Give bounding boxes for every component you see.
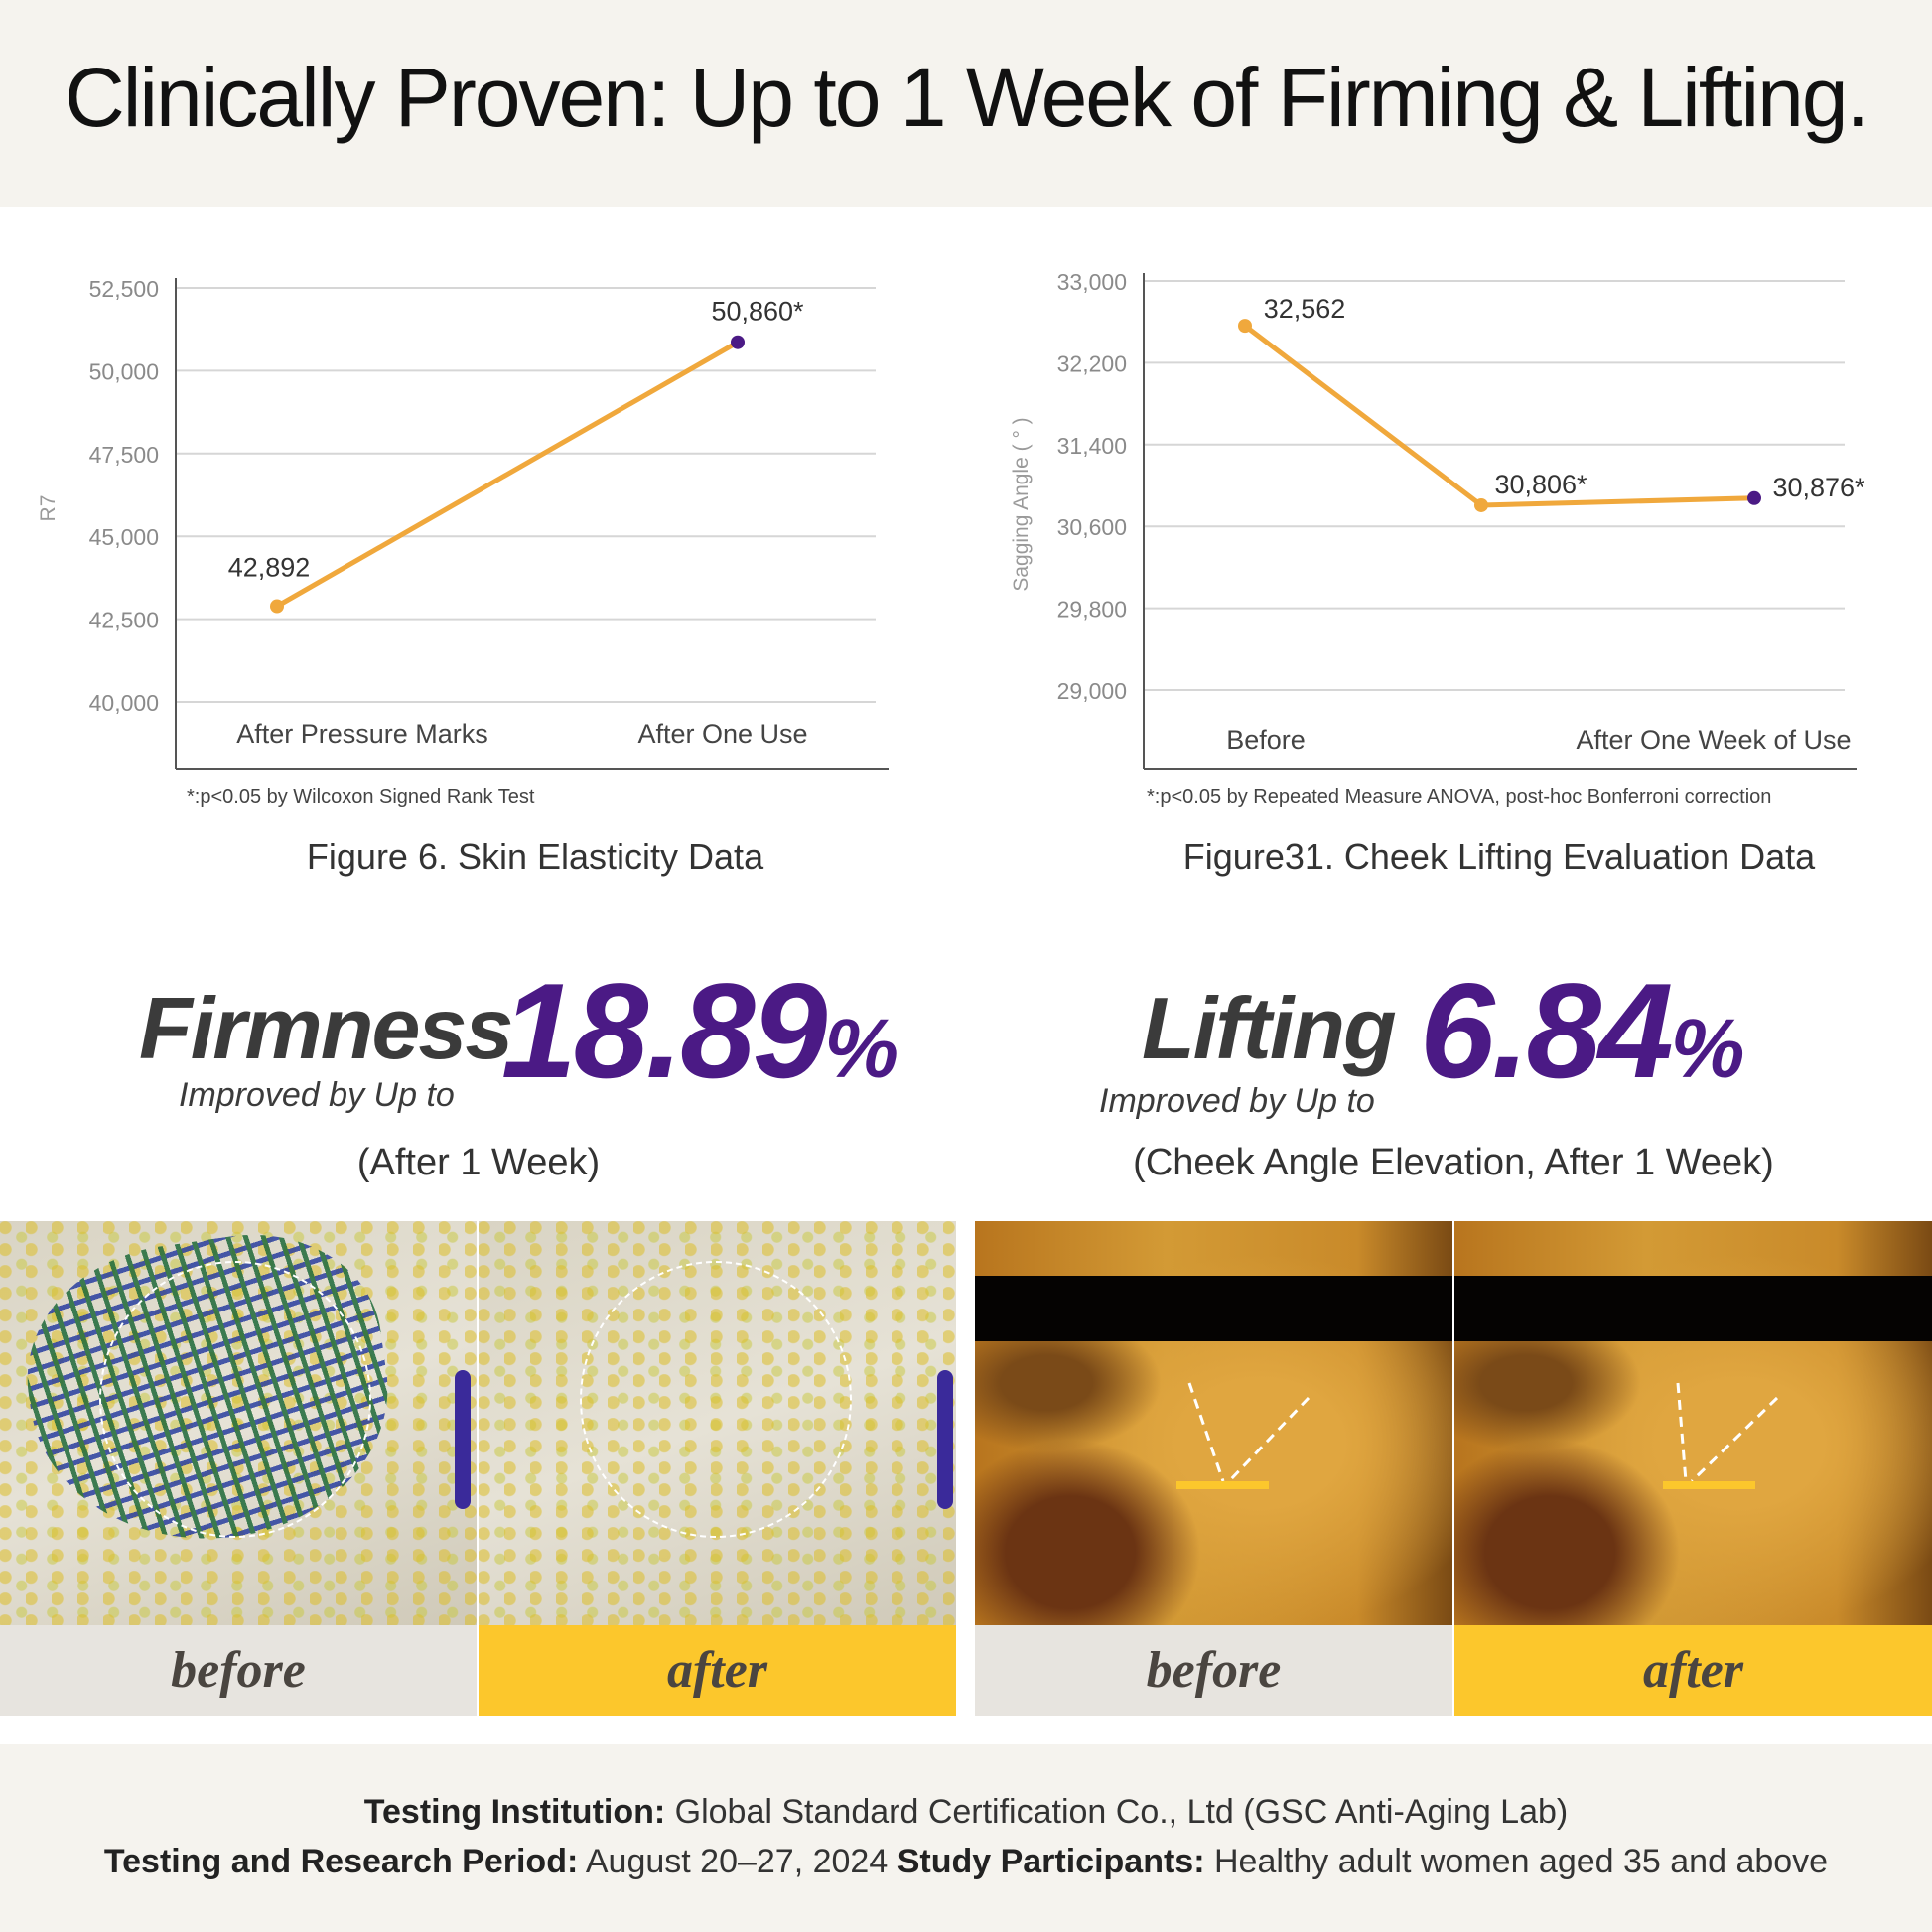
- y-tick-label: 31,400: [1057, 433, 1127, 459]
- eye-bar: [975, 1276, 1452, 1341]
- firmness-unit: %: [824, 1002, 898, 1095]
- y-axis-label: R7: [37, 495, 60, 522]
- lifting-value: 6.84%: [1420, 953, 1745, 1108]
- page-title: Clinically Proven: Up to 1 Week of Firmi…: [65, 51, 1869, 144]
- before-label: before: [0, 1625, 477, 1716]
- y-tick-label: 29,000: [1057, 678, 1127, 704]
- data-label: 42,892: [228, 553, 311, 583]
- series-line: [275, 340, 740, 609]
- lifting-note: (Cheek Angle Elevation, After 1 Week): [1133, 1142, 1774, 1183]
- y-tick-label: 32,200: [1057, 350, 1127, 376]
- fold-mark: [455, 1370, 471, 1509]
- skin-after-image: [479, 1221, 956, 1625]
- angle-marker-icon: [1176, 1382, 1311, 1489]
- data-point: [1238, 319, 1252, 334]
- firmness-label: Firmness: [139, 979, 513, 1077]
- y-tick-label: 45,000: [89, 524, 159, 550]
- footer-period: Testing and Research Period: August 20–2…: [0, 1843, 1932, 1881]
- data-label: 30,806*: [1494, 470, 1587, 499]
- skin-before-image: [0, 1221, 477, 1625]
- y-tick-label: 40,000: [89, 690, 159, 716]
- before-label: before: [975, 1625, 1452, 1716]
- firmness-improved: Improved by Up to: [179, 1076, 455, 1114]
- y-tick-label: 47,500: [89, 442, 159, 468]
- x-tick-label: Before: [1226, 725, 1306, 755]
- y-tick-label: 29,800: [1057, 597, 1127, 622]
- lifting-number: 6.84: [1420, 955, 1674, 1106]
- firmness-note: (After 1 Week): [356, 1142, 601, 1183]
- data-point: [270, 599, 284, 614]
- chart1-footnote: *:p<0.05 by Wilcoxon Signed Rank Test: [187, 786, 535, 808]
- y-tick-label: 30,600: [1057, 514, 1127, 540]
- data-label: 50,860*: [711, 297, 804, 327]
- fold-mark: [937, 1370, 953, 1509]
- period-value: August 20–27, 2024: [578, 1843, 897, 1880]
- eye-bar: [1454, 1276, 1932, 1341]
- header-band: [0, 0, 1932, 207]
- data-label: 32,562: [1264, 294, 1346, 324]
- after-label: after: [479, 1625, 956, 1716]
- firmness-value: 18.89%: [501, 953, 898, 1108]
- y-tick-label: 33,000: [1057, 269, 1127, 295]
- footer-band: [0, 1744, 1932, 1932]
- lifting-label: Lifting: [1142, 979, 1397, 1077]
- data-point: [731, 335, 745, 349]
- y-tick-label: 52,500: [89, 276, 159, 302]
- charts-canvas: 40,000 42,500 45,000 47,500 50,000 52,500 R7 Af…: [37, 269, 1865, 770]
- institution-value: Global Standard Certification Co., Ltd (…: [665, 1793, 1569, 1831]
- dashed-circle: [580, 1261, 852, 1538]
- face-before-image: [975, 1221, 1452, 1625]
- x-tick-label: After One Use: [637, 719, 807, 749]
- data-point: [1474, 497, 1488, 512]
- chart2-footnote: *:p<0.05 by Repeated Measure ANOVA, post…: [1147, 786, 1772, 808]
- y-axis-label: Sagging Angle ( ° ): [1010, 417, 1033, 591]
- y-tick-label: 42,500: [89, 608, 159, 633]
- data-label: 30,876*: [1772, 473, 1865, 502]
- y-tick-label: 50,000: [89, 358, 159, 384]
- lifting-improved: Improved by Up to: [1099, 1082, 1375, 1120]
- dashed-circle: [99, 1261, 371, 1538]
- institution-label: Testing Institution:: [363, 1793, 666, 1831]
- chart1-caption: Figure 6. Skin Elasticity Data: [306, 836, 764, 877]
- period-label: Testing and Research Period:: [103, 1843, 579, 1880]
- data-point: [1747, 490, 1761, 505]
- after-label: after: [1454, 1625, 1932, 1716]
- lifting-unit: %: [1670, 1002, 1745, 1095]
- chart2-caption: Figure31. Cheek Lifting Evaluation Data: [1182, 836, 1816, 877]
- participants-label: Study Participants:: [897, 1843, 1205, 1880]
- face-after-image: [1454, 1221, 1932, 1625]
- angle-marker-icon: [1663, 1382, 1779, 1489]
- x-tick-label: After Pressure Marks: [236, 719, 488, 749]
- participants-value: Healthy adult women aged 35 and above: [1204, 1843, 1829, 1880]
- x-tick-label: After One Week of Use: [1576, 725, 1851, 755]
- firmness-number: 18.89: [501, 955, 827, 1106]
- footer-institution: Testing Institution: Global Standard Cer…: [0, 1793, 1932, 1832]
